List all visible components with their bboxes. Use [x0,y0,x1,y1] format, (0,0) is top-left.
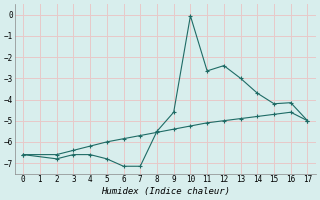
X-axis label: Humidex (Indice chaleur): Humidex (Indice chaleur) [101,187,230,196]
